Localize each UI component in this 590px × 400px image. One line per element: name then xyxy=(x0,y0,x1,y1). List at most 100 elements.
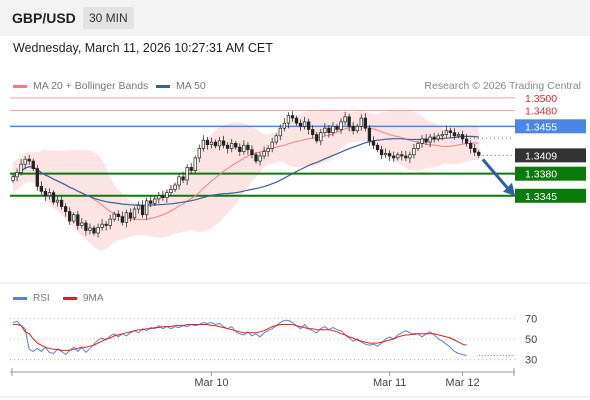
candle-bull xyxy=(108,218,112,226)
rsi-ma9-line xyxy=(13,324,467,351)
candle-bull xyxy=(153,198,157,204)
candle-bull xyxy=(416,143,420,149)
candle xyxy=(140,200,145,218)
candle xyxy=(282,118,286,132)
candle-bear xyxy=(351,125,355,132)
candle xyxy=(201,135,206,152)
candle xyxy=(217,137,222,151)
candle-bull xyxy=(436,135,440,140)
candle-bull xyxy=(15,172,19,178)
candle xyxy=(246,142,250,155)
candle-bull xyxy=(165,192,169,199)
candle xyxy=(189,162,193,175)
candle xyxy=(68,207,72,225)
candle-bear xyxy=(234,143,238,148)
candle xyxy=(59,195,64,210)
legend-rsi: RSI xyxy=(13,293,50,304)
candle-bear xyxy=(290,115,295,119)
candle-bull xyxy=(428,136,432,143)
candle xyxy=(27,154,31,165)
candle xyxy=(286,112,291,129)
candles xyxy=(11,111,481,238)
candle-bull xyxy=(80,222,84,226)
candle xyxy=(169,185,173,197)
candle xyxy=(460,130,465,144)
bollinger-fill xyxy=(13,109,479,251)
candle xyxy=(15,168,19,182)
candle xyxy=(469,140,473,154)
ma9-swatch xyxy=(63,296,77,300)
candle xyxy=(43,188,48,201)
candle-bull xyxy=(112,213,116,220)
x-tick-label: Mar 11 xyxy=(373,377,406,389)
candle-bear xyxy=(84,222,88,231)
ma50-label: MA 50 xyxy=(176,80,206,92)
candle xyxy=(108,214,112,230)
candle-bear xyxy=(388,153,392,157)
x-axis: Mar 10 Mar 11 Mar 12 xyxy=(0,282,590,398)
candle-bear xyxy=(161,195,165,199)
candle-bear xyxy=(59,199,64,207)
ma20-label: MA 20 + Bollinger Bands xyxy=(33,80,149,92)
candle xyxy=(84,219,88,236)
candle-bear xyxy=(43,191,48,197)
candle xyxy=(363,113,367,132)
candle xyxy=(230,138,234,153)
candle-bear xyxy=(116,213,120,217)
legend-ma20: MA 20 + Bollinger Bands xyxy=(13,80,148,92)
candle-bear xyxy=(35,168,39,187)
rsi-level-label: 50 xyxy=(525,334,537,346)
candle-bull xyxy=(274,135,278,143)
candle-bull xyxy=(11,176,15,181)
candle xyxy=(173,182,177,192)
candle-bear xyxy=(473,148,477,153)
candle-bull xyxy=(270,141,274,149)
moving-averages xyxy=(12,125,479,221)
candle-bear xyxy=(363,117,367,129)
support-label-4: 1.3380 xyxy=(525,169,557,181)
candle-bear xyxy=(432,136,436,140)
candle-bear xyxy=(477,151,481,156)
candle xyxy=(270,137,274,153)
candle xyxy=(132,206,137,221)
candle-bear xyxy=(250,149,254,156)
candle xyxy=(319,128,323,146)
candle xyxy=(80,217,84,229)
candle xyxy=(35,164,39,191)
candle-bear xyxy=(311,129,315,135)
candle-bull xyxy=(132,208,137,219)
candle xyxy=(436,133,440,142)
candle-bull xyxy=(193,157,197,171)
interval-button[interactable]: 30 MIN xyxy=(83,7,134,29)
candle-bull xyxy=(72,214,76,222)
candle-bull xyxy=(383,153,388,156)
candle-bear xyxy=(51,192,56,203)
candle xyxy=(388,150,392,162)
rsi-line xyxy=(12,319,467,356)
candle-bull xyxy=(173,184,177,190)
candle xyxy=(315,132,319,144)
candle xyxy=(428,133,432,148)
candle-bear xyxy=(371,140,376,146)
candle-bear xyxy=(469,143,473,149)
candle xyxy=(343,111,347,126)
candle xyxy=(452,128,457,140)
candle-bull xyxy=(177,176,181,186)
candle-bull xyxy=(145,200,149,216)
candle xyxy=(331,121,335,137)
candle-bear xyxy=(298,122,303,127)
candle-bear xyxy=(128,212,133,219)
candle xyxy=(221,135,226,149)
candle xyxy=(379,145,384,160)
candle-bear xyxy=(307,121,311,130)
ma50-swatch xyxy=(156,84,170,88)
candle-bear xyxy=(226,144,230,149)
ma20-swatch xyxy=(13,84,27,88)
candle xyxy=(323,123,327,136)
resistance-label-1: 1.3480 xyxy=(525,106,557,118)
rsi-panel: 70 50 30 xyxy=(10,313,537,367)
candle xyxy=(31,158,35,172)
candle xyxy=(157,192,161,204)
